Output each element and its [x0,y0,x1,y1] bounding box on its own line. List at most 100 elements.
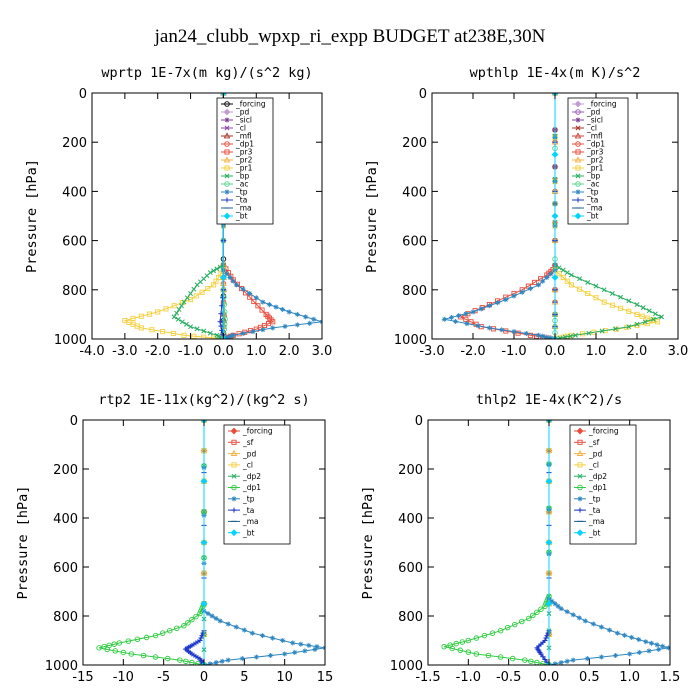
data-point [273,304,279,310]
legend-label: _sicl [235,116,252,125]
data-point [558,660,564,665]
data-point [194,326,200,332]
data-point [116,640,123,646]
data-point [280,306,286,312]
legend-marker [224,125,230,131]
data-point [120,649,127,656]
x-tick-label: -1.5 [415,670,440,685]
data-point [545,477,553,485]
data-point [183,658,189,665]
data-point [593,283,599,289]
y-tick-label: 1000 [54,333,87,348]
data-point [542,603,548,609]
data-point [125,638,132,644]
data-point [221,309,228,315]
data-point [191,333,197,339]
data-point [656,646,662,652]
data-point [260,299,266,305]
data-point [646,308,652,314]
x-tick-label: -15 [72,670,93,685]
data-point [629,634,635,640]
legend-marker [231,507,237,513]
data-point [528,658,534,665]
y-axis-label: Pressure [hPa] [15,486,31,600]
data-point [197,610,203,617]
x-tick-label: -1.0 [501,344,526,359]
y-tick-label: 1000 [45,659,78,674]
data-point [179,303,184,309]
legend-label: _tp [235,188,248,197]
legend-label: _ac [586,180,599,189]
legend-marker [575,189,581,195]
series-group [96,420,325,665]
x-tick-label: 0.0 [213,344,234,359]
data-point [511,621,518,628]
data-point [556,265,562,271]
data-point [140,652,147,659]
data-point [155,309,161,315]
data-point [551,212,559,220]
legend-label: _tp [242,495,255,504]
data-point [152,654,159,660]
x-tick-label: -4.0 [79,344,104,359]
legend-marker [224,117,230,123]
legend-label: _dp2 [242,472,261,481]
data-point [218,311,224,317]
legend-label: _cl [242,461,253,470]
data-point [622,632,628,638]
legend-marker [575,149,581,155]
data-point [200,477,208,485]
data-point [665,645,670,651]
data-point [253,295,259,301]
data-point [266,302,272,308]
data-point [224,271,230,277]
data-point [282,651,288,657]
y-tick-label: 200 [53,463,78,478]
data-point [543,635,549,641]
y-tick-label: 400 [398,512,423,527]
data-point [130,315,136,321]
data-point [171,314,177,320]
legend-marker [575,141,581,147]
data-point [181,332,187,338]
data-point [166,627,173,634]
data-point [540,278,546,284]
data-point [174,625,180,632]
data-point [207,330,213,336]
data-point [298,641,304,647]
legend-marker [575,173,581,179]
data-point [618,294,624,300]
legend-marker [577,439,583,445]
legend-marker [576,427,584,435]
data-point [223,335,229,339]
data-point [523,330,529,336]
data-point [253,654,259,660]
data-point [473,635,480,641]
data-point [652,311,658,317]
chart-panel-4: thlp2 1E-4x(K^2)/s Pressure [hPa] -1.5 -1.0… [360,392,680,685]
data-point [585,290,591,297]
legend-marker [576,529,584,537]
legend: _forcing_pd_sicl_cl_mfl_dp1_pr3_pr2_pr1_… [567,97,629,225]
data-point [576,615,582,621]
legend: _forcing_pd_sicl_cl_mfl_dp1_pr3_pr2_pr1_… [216,97,274,225]
data-point [470,309,476,315]
data-point [564,609,570,615]
data-point [598,654,604,660]
data-point [551,151,559,158]
legend-label: _ta [235,196,247,205]
data-point [453,640,459,647]
data-point [181,299,187,305]
data-point [536,332,542,338]
data-point [567,333,573,339]
data-point [249,630,255,636]
data-point [134,636,141,643]
data-point [549,598,555,604]
data-point [564,658,570,664]
data-point [302,648,308,654]
x-tick-label: 2.0 [279,344,300,359]
y-tick-label: 200 [402,136,427,151]
data-point [255,303,261,309]
legend-label: _tp [586,188,599,197]
data-point [497,627,504,634]
